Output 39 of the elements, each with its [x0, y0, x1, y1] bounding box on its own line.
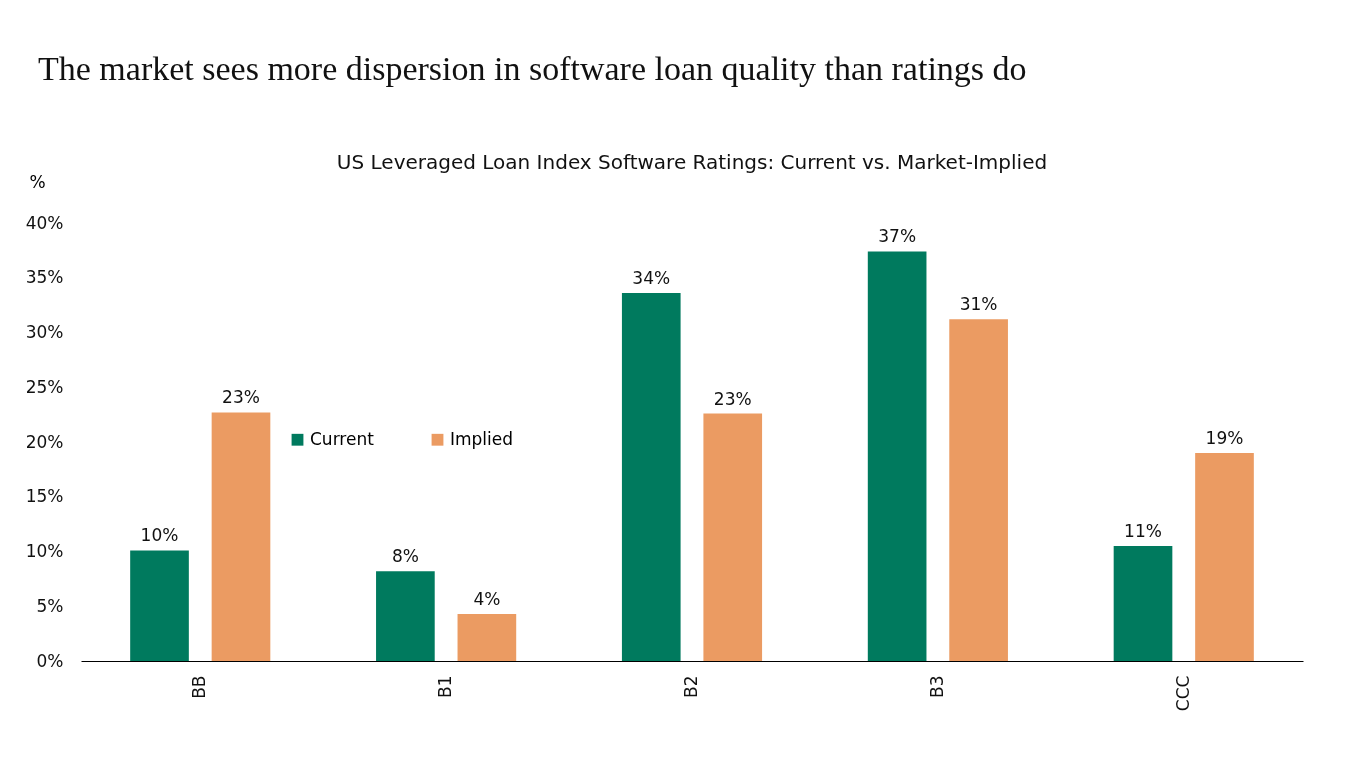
x-tick-label: B1: [435, 675, 456, 698]
y-tick-label: 25%: [25, 376, 64, 397]
data-label: 34%: [632, 268, 671, 289]
chart-subtitle: US Leveraged Loan Index Software Ratings: Current vs. Market-Implied: [336, 150, 1048, 174]
bar: [376, 571, 435, 661]
x-tick-label: CCC: [1172, 675, 1193, 712]
y-tick-label: 0%: [36, 650, 64, 671]
data-label: 4%: [473, 588, 501, 609]
data-label: 11%: [1124, 521, 1162, 542]
data-label: 31%: [959, 294, 998, 315]
y-tick-label: 15%: [25, 486, 64, 507]
bar: [867, 251, 927, 661]
y-tick-label: 30%: [25, 322, 64, 342]
bar: [1195, 452, 1254, 661]
chart-title: The market sees more dispersion in software loan quality than ratings do: [38, 50, 1028, 88]
bar: [621, 293, 681, 661]
y-tick-label: 35%: [25, 267, 64, 288]
legend-label: Current: [310, 428, 375, 449]
data-label: 23%: [713, 388, 752, 409]
bar: [211, 412, 271, 661]
x-tick-label: BB: [189, 675, 210, 699]
x-tick-label: B2: [681, 675, 701, 698]
bar: [130, 550, 189, 661]
y-tick-label: 40%: [25, 212, 64, 233]
bar: [949, 319, 1008, 661]
data-label: 8%: [391, 546, 419, 567]
x-tick-label: B3: [926, 675, 947, 698]
data-label: 23%: [222, 387, 260, 408]
y-tick-label: 10%: [25, 541, 64, 561]
bar: [1113, 546, 1173, 661]
y-tick-label: 5%: [36, 595, 64, 616]
bar: [703, 413, 763, 661]
data-label: 10%: [140, 525, 179, 546]
y-tick-label: 20%: [25, 431, 64, 452]
legend-label: Implied: [450, 428, 514, 449]
bar: [457, 613, 517, 661]
y-axis-title: %: [29, 171, 46, 192]
data-label: 37%: [878, 226, 917, 247]
data-label: 19%: [1205, 427, 1244, 448]
